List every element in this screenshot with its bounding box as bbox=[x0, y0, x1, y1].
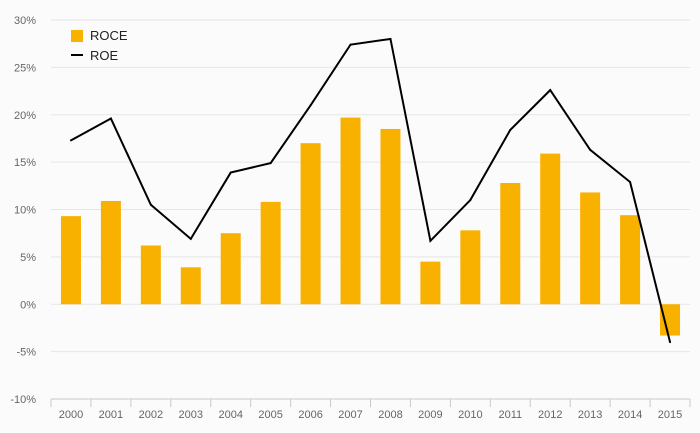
roe-point bbox=[549, 89, 552, 92]
x-tick-label: 2013 bbox=[578, 409, 602, 421]
roe-line bbox=[70, 37, 672, 343]
roe-line-layer bbox=[69, 37, 672, 344]
roe-point bbox=[269, 162, 272, 165]
roe-point bbox=[309, 104, 312, 107]
y-tick-label: 25% bbox=[14, 62, 36, 74]
roe-point bbox=[669, 341, 672, 344]
x-tick-label: 2004 bbox=[218, 409, 242, 421]
roe-point bbox=[69, 139, 72, 142]
roe-point bbox=[429, 239, 432, 242]
roce-bar bbox=[300, 143, 321, 305]
roce-bar bbox=[220, 233, 241, 305]
y-tick-label: -5% bbox=[16, 347, 36, 359]
roe-point bbox=[469, 199, 472, 202]
roce-bar bbox=[460, 230, 481, 305]
roe-point bbox=[389, 37, 392, 40]
roe-point bbox=[509, 128, 512, 131]
x-tick-label: 2003 bbox=[179, 409, 203, 421]
roce-bar bbox=[380, 128, 401, 305]
legend-swatch-roce bbox=[71, 30, 83, 42]
roe-point bbox=[149, 203, 152, 206]
roce-bar bbox=[260, 201, 281, 305]
y-tick-label: 30% bbox=[14, 15, 36, 27]
roce-bar bbox=[140, 245, 161, 305]
roce-bar bbox=[100, 200, 121, 305]
x-tick-label: 2002 bbox=[139, 409, 163, 421]
roce-bar bbox=[180, 267, 201, 305]
roe-point bbox=[229, 171, 232, 174]
y-tick-label: 20% bbox=[14, 110, 36, 122]
x-tick-label: 2009 bbox=[418, 409, 442, 421]
roe-point bbox=[629, 181, 632, 184]
roce-bar bbox=[500, 182, 521, 305]
legend-label-roce: ROCE bbox=[90, 28, 128, 43]
roce-bar bbox=[60, 216, 81, 305]
roe-point bbox=[109, 117, 112, 120]
y-tick-label: 5% bbox=[20, 252, 36, 264]
x-tick-label: 2000 bbox=[59, 409, 83, 421]
roce-bar bbox=[660, 304, 681, 336]
x-tick-label: 2015 bbox=[658, 409, 682, 421]
x-tick-label: 2008 bbox=[378, 409, 402, 421]
x-tick-label: 2007 bbox=[338, 409, 362, 421]
roce-bar bbox=[540, 153, 561, 305]
y-tick-label: 10% bbox=[14, 205, 36, 217]
legend-label-roe: ROE bbox=[90, 48, 119, 63]
y-tick-label: -10% bbox=[10, 394, 36, 406]
roe-point bbox=[189, 237, 192, 240]
y-tick-label: 0% bbox=[20, 299, 36, 311]
roce-bars bbox=[60, 117, 681, 336]
x-tick-label: 2014 bbox=[618, 409, 642, 421]
y-tick-label: 15% bbox=[14, 157, 36, 169]
roce-bar bbox=[340, 117, 361, 305]
roce-bar bbox=[620, 215, 641, 305]
x-tick-label: 2001 bbox=[99, 409, 123, 421]
x-tick-label: 2005 bbox=[258, 409, 282, 421]
roe-point bbox=[589, 148, 592, 151]
x-tick-label: 2011 bbox=[498, 409, 522, 421]
roe-point bbox=[349, 43, 352, 46]
x-tick-label: 2012 bbox=[538, 409, 562, 421]
roce-bar bbox=[580, 192, 601, 305]
x-tick-label: 2006 bbox=[298, 409, 322, 421]
roce-bar bbox=[420, 261, 441, 305]
legend: ROCE ROE bbox=[71, 28, 128, 63]
axes: -10% -5% 0% 5% 10% 15% 20% 25% 30% 2000 2001 2002 20… bbox=[10, 15, 691, 421]
x-tick-label: 2010 bbox=[458, 409, 482, 421]
